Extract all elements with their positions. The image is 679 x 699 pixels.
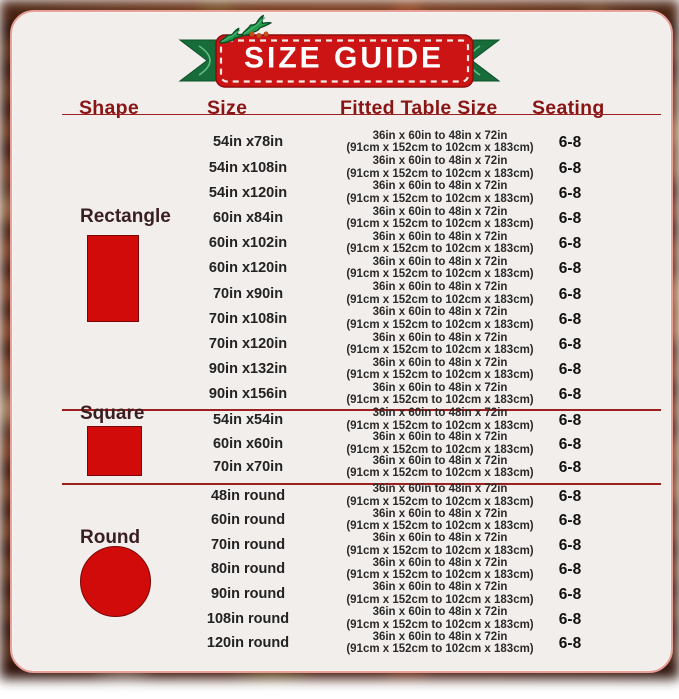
svg-text:SIZE GUIDE: SIZE GUIDE xyxy=(244,42,444,75)
